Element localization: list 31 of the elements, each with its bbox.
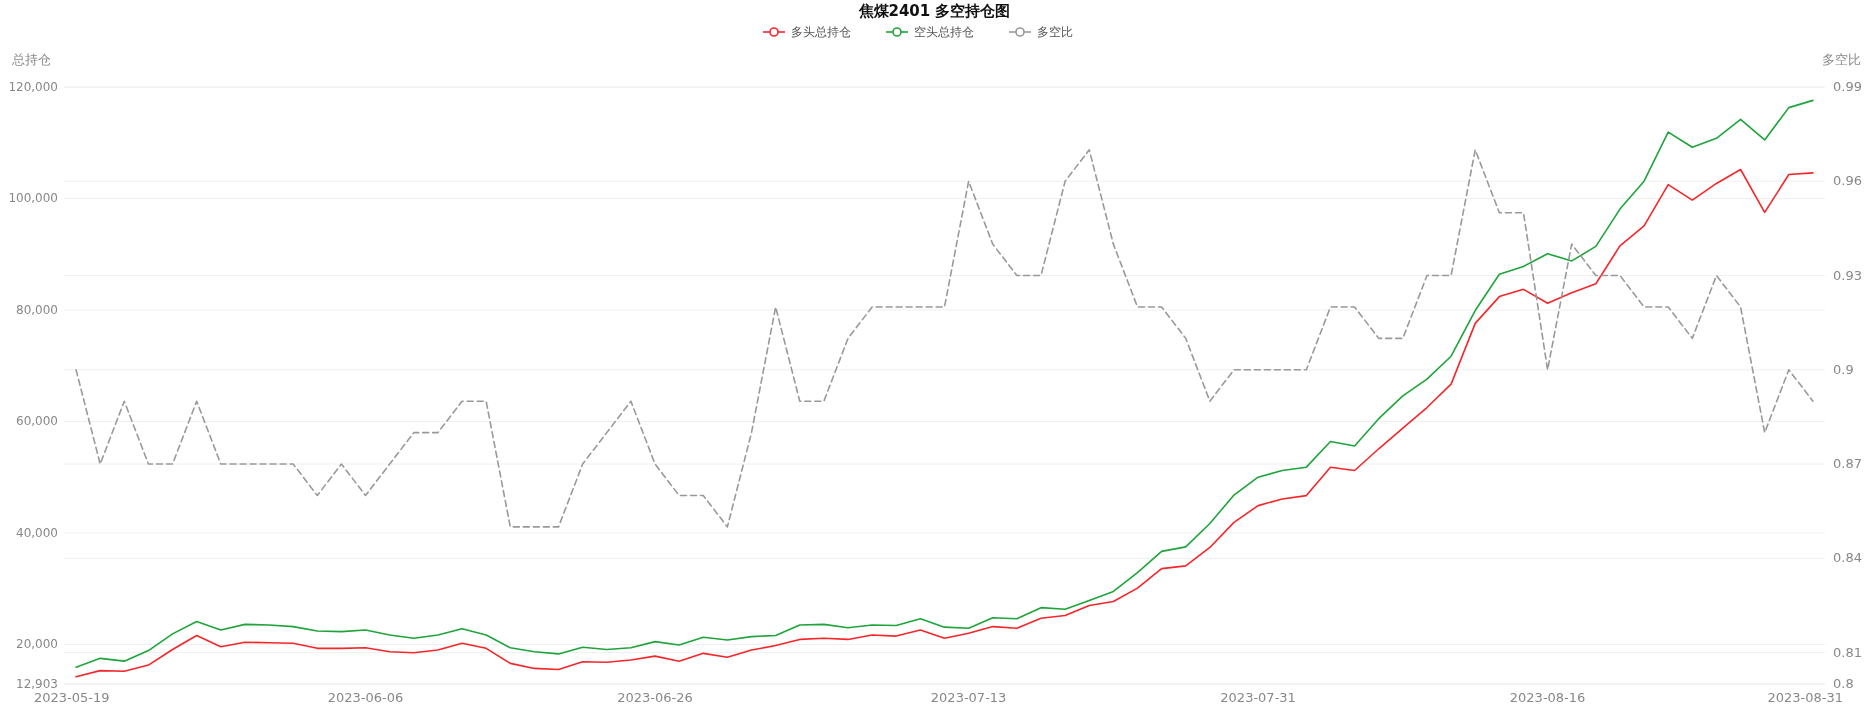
y-tick-label: 120,000	[8, 80, 58, 94]
y2-tick-label: 0.87	[1833, 456, 1862, 472]
y-tick-label: 100,000	[8, 191, 58, 206]
x-tick-label: 2023-05-19	[34, 690, 110, 705]
y-tick-label: 60,000	[16, 414, 58, 429]
y2-tick-label: 0.81	[1833, 644, 1862, 660]
y-tick-label: 80,000	[16, 302, 58, 317]
x-tick-label: 2023-07-13	[930, 690, 1007, 705]
chart-title: 焦煤2401 多空持仓图	[857, 2, 1011, 20]
legend-item: 多头总持仓	[762, 25, 851, 39]
legend-item: 多空比	[1008, 25, 1073, 39]
y2-tick-label: 0.99	[1833, 79, 1862, 94]
y2-tick-label: 0.93	[1833, 267, 1862, 283]
x-tick-label: 2023-08-16	[1509, 690, 1586, 705]
x-tick-label: 2023-06-06	[327, 690, 404, 705]
x-tick-label: 2023-07-31	[1220, 690, 1296, 705]
legend-label: 多空比	[1037, 25, 1073, 39]
y2-axis-title: 多空比	[1822, 52, 1861, 67]
x-tick-label: 2023-06-26	[617, 690, 693, 705]
legend-item: 空头总持仓	[885, 25, 974, 39]
y2-tick-label: 0.84	[1833, 550, 1862, 566]
x-tick-label: 2023-08-31	[1767, 690, 1843, 705]
y2-tick-label: 0.8	[1833, 676, 1854, 691]
y-tick-label: 12,903	[16, 677, 58, 691]
y-axis-title: 总持仓	[11, 52, 51, 67]
y2-tick-label: 0.96	[1833, 173, 1862, 189]
y-tick-label: 40,000	[16, 525, 58, 540]
y-tick-label: 20,000	[16, 637, 58, 652]
legend-label: 空头总持仓	[914, 25, 974, 39]
y2-tick-label: 0.9	[1833, 361, 1854, 377]
legend-label: 多头总持仓	[791, 25, 851, 39]
